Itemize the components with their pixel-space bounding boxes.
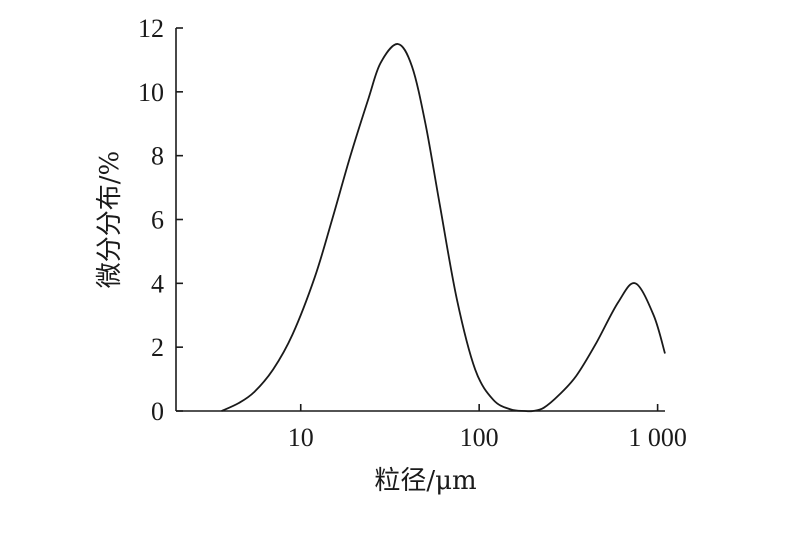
x-tick-label: 100 <box>460 423 499 452</box>
y-tick-label: 8 <box>151 142 164 171</box>
series-line-particle-distribution <box>221 43 666 413</box>
y-tick-label: 0 <box>151 397 164 426</box>
y-tick-label: 2 <box>151 333 164 362</box>
y-tick-label: 6 <box>151 206 164 235</box>
x-axis-ticks: 10 100 1 000 <box>288 404 687 452</box>
y-tick-label: 12 <box>138 14 164 43</box>
y-axis-ticks: 0 2 4 6 8 10 12 <box>138 14 183 426</box>
x-axis-label: 粒径/μm <box>374 466 476 496</box>
y-axis-label: 微分分布/% <box>95 151 125 288</box>
y-tick-label: 10 <box>138 78 164 107</box>
axes <box>175 28 665 412</box>
x-tick-label: 10 <box>288 423 314 452</box>
x-tick-label: 1 000 <box>628 423 687 452</box>
y-tick-label: 4 <box>151 269 164 298</box>
